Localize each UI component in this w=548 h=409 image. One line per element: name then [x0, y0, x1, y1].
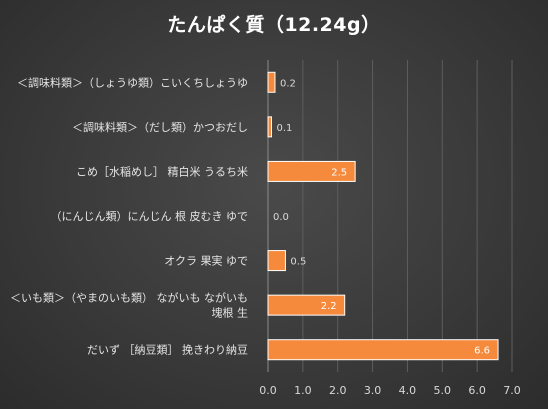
bar [267, 339, 499, 361]
bar [267, 250, 286, 272]
category-label: 塊根 生 [212, 306, 249, 320]
bar [267, 294, 346, 316]
category-labels: ＜調味料類＞（しょうゆ類）こいくちしょうゆ ＜調味料類＞（だし類）かつおだしこめ［… [10, 75, 248, 356]
gridlines [267, 60, 513, 372]
x-tick-label: 7.0 [503, 384, 521, 397]
x-tick-label: 4.0 [399, 384, 417, 397]
data-label: 0.1 [276, 123, 292, 134]
bar [267, 71, 276, 93]
bars: 0.2 0.1 2.5 0.0 0.5 2.2 6.6 [267, 71, 499, 361]
x-axis-ticks: 0.0 1.0 2.0 3.0 4.0 5.0 6.0 7.0 [259, 384, 521, 397]
data-label: 2.5 [331, 167, 347, 178]
x-tick-label: 2.0 [329, 384, 347, 397]
category-label: （にんじん類）にんじん 根 皮むき ゆで [51, 209, 249, 223]
x-tick-label: 3.0 [364, 384, 382, 397]
x-tick-label: 6.0 [468, 384, 486, 397]
bar [267, 160, 356, 182]
x-tick-label: 0.0 [259, 384, 277, 397]
category-label: ＜調味料類＞（しょうゆ類）こいくちしょうゆ [17, 75, 248, 89]
data-label: 6.6 [474, 346, 490, 357]
category-label: オクラ 果実 ゆで [164, 254, 248, 268]
category-label: ＜調味料類＞（だし類）かつおだし [72, 120, 248, 134]
chart-title: たんぱく質（12.24g） [167, 14, 381, 36]
data-label: 0.0 [273, 212, 289, 223]
x-tick-label: 5.0 [434, 384, 452, 397]
data-label: 2.2 [321, 301, 337, 312]
category-label: だいず ［納豆類］ 挽きわり納豆 [87, 343, 248, 357]
bar [267, 116, 272, 138]
category-label: こめ［水稲めし］ 精白米 うるち米 [76, 164, 248, 178]
data-label: 0.5 [290, 257, 306, 268]
data-label: 0.2 [280, 78, 296, 89]
x-tick-label: 1.0 [294, 384, 312, 397]
category-label: ＜いも類＞（やまのいも類） ながいも ながいも [10, 291, 248, 305]
